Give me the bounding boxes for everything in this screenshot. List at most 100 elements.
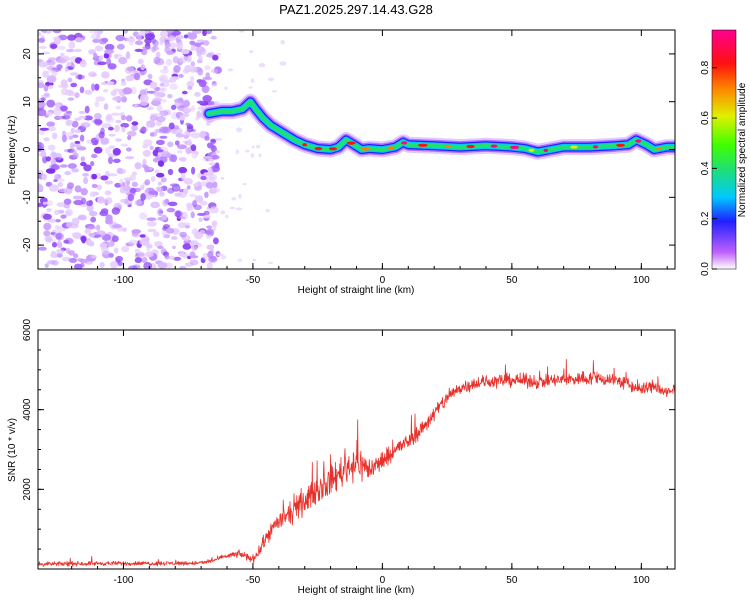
noise-blob [118,56,128,65]
noise-blob [198,79,207,88]
noise-blob [147,228,157,233]
noise-blob [60,88,69,96]
noise-blob [203,156,213,160]
noise-blob [80,122,91,128]
noise-blob [39,127,49,131]
ridge-hotspot [656,147,662,151]
noise-blob [179,157,187,162]
noise-blob [149,114,159,121]
noise-blob [106,241,114,248]
noise-blob [56,202,67,207]
noise-blob [134,257,143,264]
noise-blob [168,255,176,261]
noise-blob [80,262,85,268]
noise-blob [154,169,160,174]
noise-blob [139,234,146,238]
noise-blob [250,153,255,158]
noise-blob [176,42,184,50]
noise-blob [164,198,170,205]
noise-blob [65,247,71,254]
noise-blob [200,175,207,181]
noise-blob [83,164,92,172]
ridge-hotspot [466,144,475,149]
noise-blob [177,144,187,150]
noise-blob [46,200,53,207]
noise-blob [205,233,212,239]
noise-blob [142,149,152,157]
ridge-hotspot [635,139,642,143]
noise-blob [144,165,150,173]
noise-blob [63,239,70,244]
noise-blob [134,48,143,53]
noise-blob [256,144,261,149]
colorbar-tick-label: 0.2 [700,211,711,225]
noise-blob [140,184,145,190]
noise-blob [50,43,58,49]
noise-blob [204,191,209,198]
noise-blob [72,232,82,238]
noise-blob [51,132,58,140]
noise-blob [60,52,65,57]
noise-blob [63,189,73,195]
noise-blob [177,216,186,220]
noise-blob [53,209,60,216]
noise-blob [94,100,100,108]
noise-blob [220,176,225,180]
noise-blob [245,149,250,153]
noise-blob [71,149,77,154]
noise-blob [178,73,184,78]
ridge-hotspot [543,148,549,152]
noise-blob [55,232,64,241]
noise-blob [88,210,98,217]
noise-blob [191,245,198,251]
noise-blob [67,77,73,83]
noise-blob [38,82,45,89]
noise-blob [68,135,73,140]
colorbar-gradient [711,29,737,270]
noise-blob [104,43,115,51]
noise-blob [110,90,118,96]
snr-axes: -100 -50 0 50 100 2000 4000 6000 [22,318,675,586]
noise-blob [149,145,154,151]
noise-blob [190,144,197,152]
noise-blob [98,131,105,139]
noise-blob [43,84,49,92]
ridge-band-4 [206,99,675,154]
noise-blob [52,107,62,116]
noise-blob [89,191,97,197]
noise-blob [47,260,56,265]
noise-blob [95,96,106,102]
noise-blob [102,123,112,129]
noise-blob [190,211,195,219]
noise-blob [77,74,83,80]
noise-blob [157,181,163,186]
noise-blob [67,182,74,190]
noise-blob [194,92,201,97]
noise-blob [94,113,102,120]
noise-blob [166,58,172,66]
noise-blob [186,185,191,190]
noise-blob [100,137,109,144]
noise-blob [74,185,82,193]
noise-blob [83,176,89,185]
noise-blob [199,130,207,139]
noise-blob [203,172,212,177]
noise-blob [187,138,192,147]
noise-blob [142,158,147,167]
spectrogram-xtick-label: 0 [380,275,386,286]
noise-blob [231,197,236,201]
noise-blob [146,106,154,111]
ridge-hotspot [444,144,451,148]
noise-blob [120,81,127,86]
noise-blob [140,193,146,201]
noise-blob [38,80,44,84]
noise-blob [174,210,183,218]
noise-blob [156,172,165,178]
noise-blob [104,180,114,185]
colorbar-tick-label: 0.0 [700,262,711,276]
noise-blob [125,51,131,60]
noise-blob [189,40,196,45]
noise-blob [88,232,96,237]
noise-blob [206,261,213,269]
